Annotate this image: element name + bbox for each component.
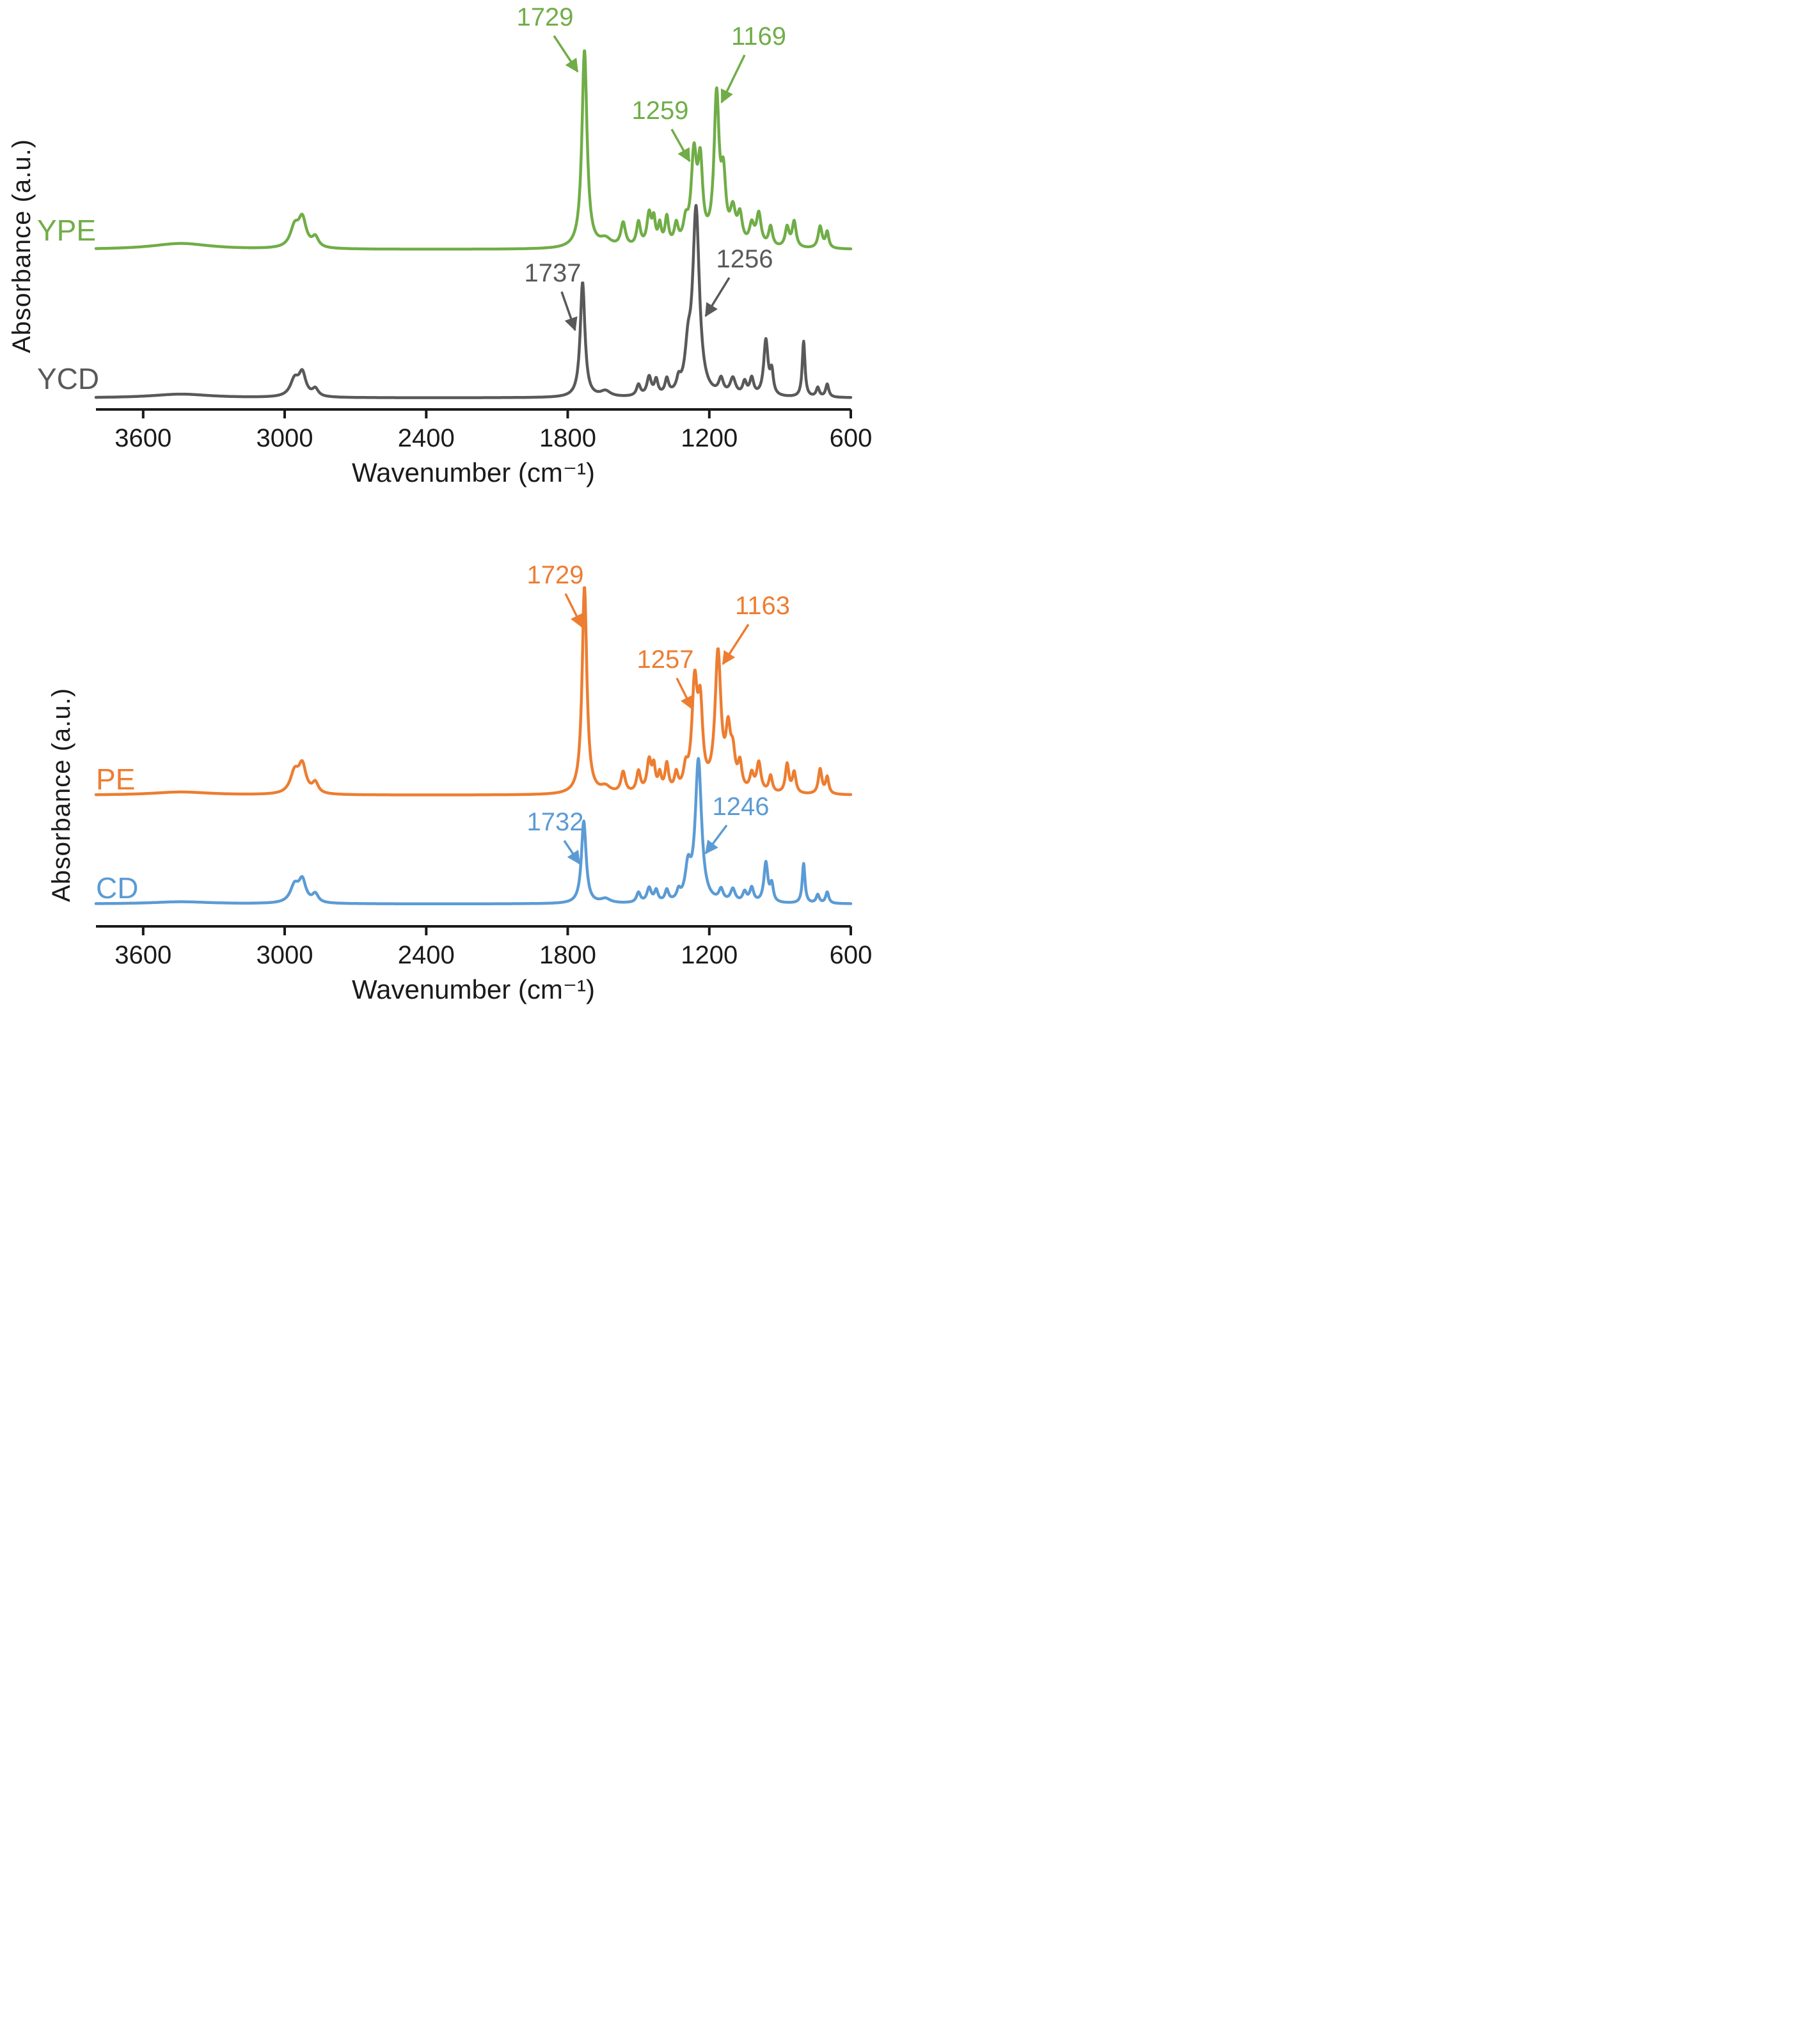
pe-curve [94, 586, 853, 796]
ftir-figure: Absorbance (a.u.) 3600 3000 2400 1800 1200 60… [0, 0, 898, 1008]
peak-annotation-arrow [676, 677, 693, 710]
peak-annotation-arrow [720, 54, 746, 104]
peak-annotation-label: 1169 [731, 22, 786, 51]
ycd-curve [94, 203, 853, 399]
x-tick-label: 1800 [539, 424, 596, 452]
peak-annotation-arrow [560, 291, 578, 331]
peak-annotation-label: 1256 [716, 245, 773, 273]
peak-annotation-label: 1732 [527, 808, 584, 836]
peak-annotation-label: 1729 [527, 561, 584, 589]
peak-annotation-arrow [670, 129, 691, 162]
cd-curve [94, 757, 853, 905]
x-tick-label: 1200 [681, 941, 738, 969]
panel-gap [0, 491, 898, 517]
x-tick-label: 600 [830, 424, 873, 452]
panel-bottom: Absorbance (a.u.) 3600 3000 2400 1800 1200 60… [0, 517, 898, 1008]
peak-annotation-label: 1737 [525, 259, 581, 287]
plot-area-bottom: 3600 3000 2400 1800 1200 600 PE 1729 1257 1163 CD 1… [0, 517, 889, 971]
peak-annotation-arrow [564, 593, 583, 628]
peak-annotation-label: 1259 [632, 97, 689, 125]
peak-annotation-arrow [722, 624, 750, 665]
pe-series-label: PE [96, 763, 135, 796]
peak-annotation-label: 1163 [735, 592, 790, 620]
peak-annotation-arrow [563, 840, 581, 865]
x-tick-label: 3000 [257, 424, 313, 452]
plot-area-top: 3600 3000 2400 1800 1200 600 YPE 1729 1259 1169 YC… [0, 0, 889, 454]
x-tick-label: 3600 [115, 941, 171, 969]
x-axis-label-bottom: Wavenumber (cm⁻¹) [352, 974, 595, 1004]
peak-annotation-arrow [704, 824, 728, 855]
peak-annotation-label: 1246 [713, 793, 770, 821]
x-tick-label: 3000 [257, 941, 313, 969]
peak-annotation-arrow [553, 35, 579, 73]
ycd-series-label: YCD [37, 362, 99, 395]
x-tick-label: 1800 [539, 941, 596, 969]
x-tick-label: 3600 [115, 424, 171, 452]
spectra-svg: 3600 3000 2400 1800 1200 600 PE 1729 1257 1163 CD 1… [94, 561, 873, 969]
x-tick-label: 2400 [398, 941, 455, 969]
ype-curve [94, 49, 853, 251]
panel-top: Absorbance (a.u.) 3600 3000 2400 1800 1200 60… [0, 0, 898, 491]
peak-annotation-label: 1729 [517, 3, 574, 31]
spectra-svg: 3600 3000 2400 1800 1200 600 YPE 1729 1259 1169 YC… [37, 3, 873, 452]
x-tick-label: 1200 [681, 424, 738, 452]
x-tick-label: 600 [830, 941, 873, 969]
x-tick-label: 2400 [398, 424, 455, 452]
x-axis-label-top: Wavenumber (cm⁻¹) [352, 457, 595, 487]
ype-series-label: YPE [37, 214, 96, 247]
peak-annotation-arrow [704, 277, 731, 317]
cd-series-label: CD [96, 871, 138, 905]
peak-annotation-label: 1257 [637, 646, 694, 674]
